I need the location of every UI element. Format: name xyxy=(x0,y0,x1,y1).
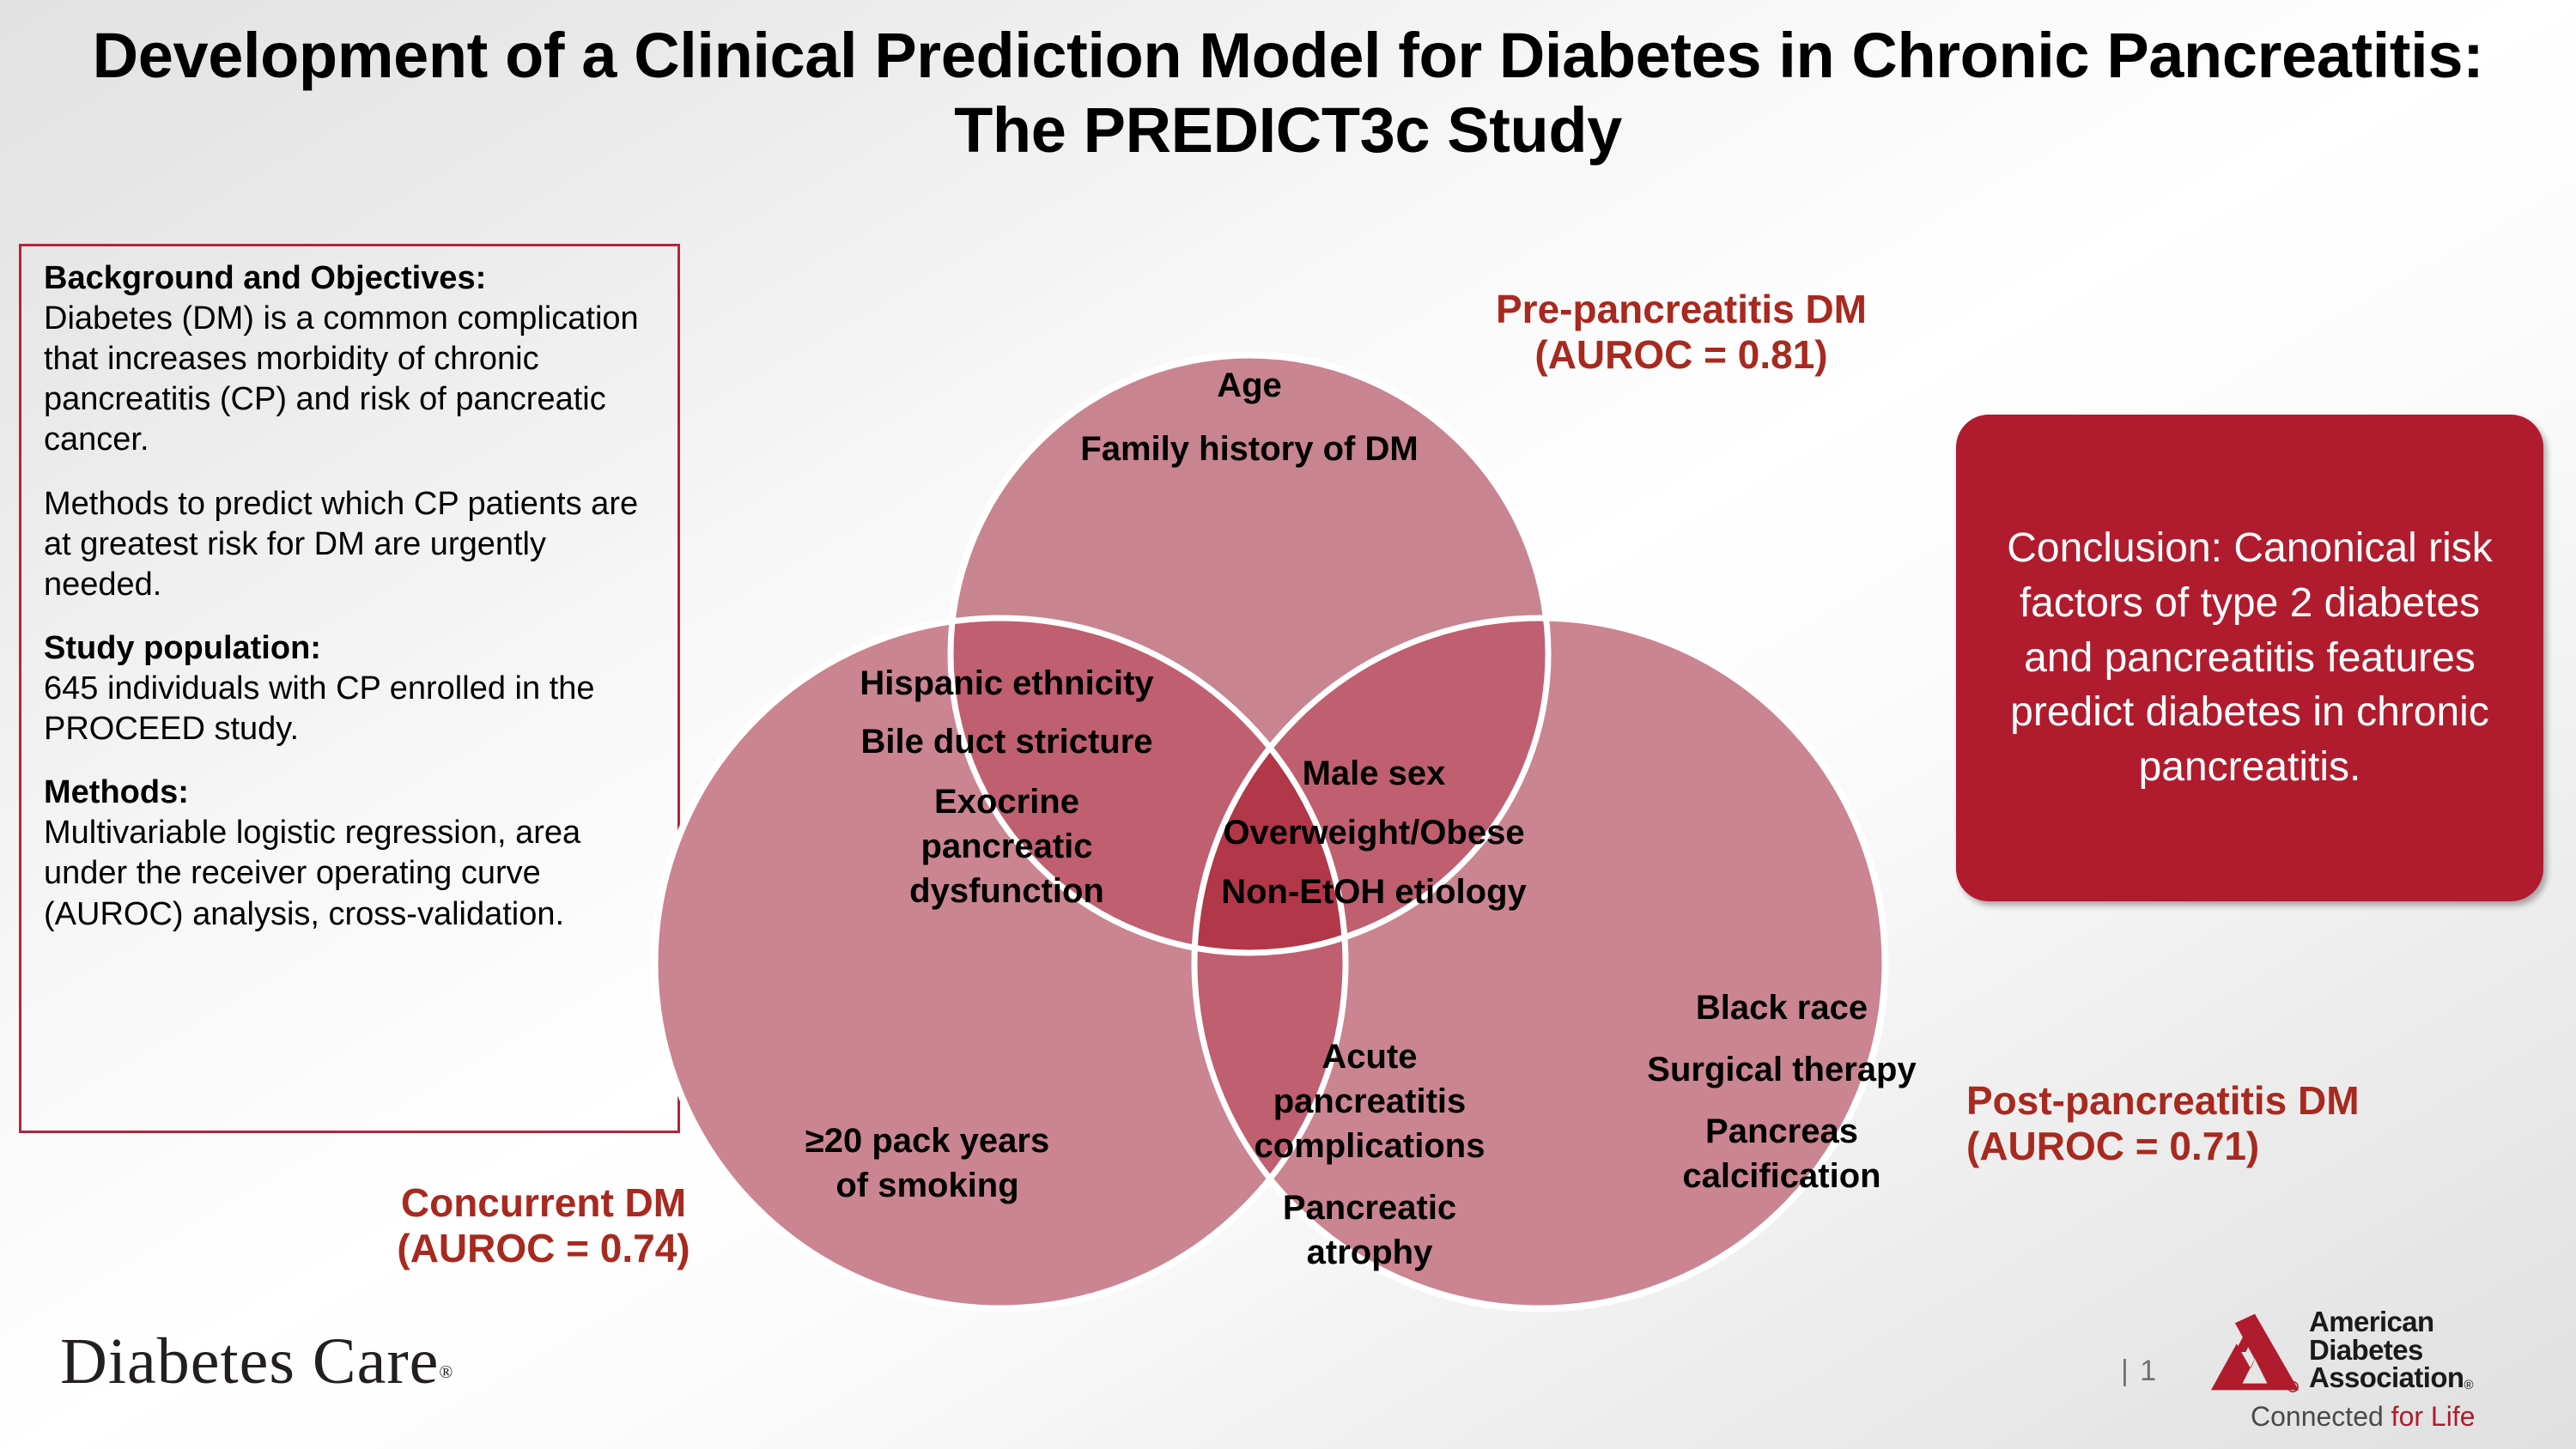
set-caption-pre-label: Pre-pancreatitis DM xyxy=(1495,287,1867,331)
page-number: | 1 xyxy=(2121,1355,2159,1387)
set-caption-post-auroc: (AUROC = 0.71) xyxy=(1966,1124,2260,1169)
summary-panel: Background and Objectives: Diabetes (DM)… xyxy=(19,244,680,1133)
conc-only-line-2: of smoking xyxy=(835,1167,1019,1204)
post-only-line-3: Pancreas xyxy=(1705,1113,1858,1150)
population-body: 645 individuals with CP enrolled in the … xyxy=(44,670,595,748)
set-caption-concurrent-label: Concurrent DM xyxy=(400,1180,687,1225)
page-title: Development of a Clinical Prediction Mod… xyxy=(92,20,2484,166)
region-label-triple-intersection: Male sex Overweight/Obese Non-EtOH etiol… xyxy=(1176,751,1571,914)
ada-line-diabetes: Diabetes xyxy=(2309,1333,2423,1366)
ada-logo: American Diabetes Association® Connected… xyxy=(2209,1306,2553,1437)
set-caption-concurrent: Concurrent DM (AUROC = 0.74) xyxy=(325,1180,762,1272)
pre-conc-line-2: Bile duct stricture xyxy=(860,723,1153,761)
journal-name: Diabetes Care xyxy=(60,1325,440,1397)
set-caption-post-label: Post-pancreatitis DM xyxy=(1966,1078,2360,1123)
post-only-line-2: Surgical therapy xyxy=(1647,1051,1917,1088)
ada-line-american: American xyxy=(2309,1306,2434,1337)
post-only-line-1: Black race xyxy=(1695,989,1868,1027)
ada-line-association: Association® xyxy=(2309,1361,2474,1394)
conc-post-line-5: atrophy xyxy=(1306,1234,1433,1271)
ada-tagline-plain: Connected xyxy=(2251,1401,2391,1432)
center-line-3: Non-EtOH etiology xyxy=(1221,873,1527,911)
ada-triangle-icon xyxy=(2210,1313,2300,1392)
spacer xyxy=(44,461,655,484)
pre-only-line-1: Age xyxy=(1217,367,1282,404)
background-body-2: Methods to predict which CP patients are… xyxy=(44,485,639,603)
background-heading: Background and Objectives: xyxy=(44,260,487,296)
methods-body: Multivariable logistic regression, area … xyxy=(44,815,581,932)
pre-only-line-2: Family history of DM xyxy=(1080,430,1419,468)
post-only-line-4: calcification xyxy=(1682,1157,1881,1195)
conc-post-line-2: pancreatitis xyxy=(1273,1082,1467,1120)
set-caption-pre: Pre-pancreatitis DM (AUROC = 0.81) xyxy=(1398,287,1965,379)
diabetes-care-logo: Diabetes Care® xyxy=(60,1325,453,1399)
conclusion-box: Conclusion: Canonical risk factors of ty… xyxy=(1956,415,2543,901)
pre-conc-line-5: dysfunction xyxy=(909,872,1104,910)
ada-tagline: Connected for Life xyxy=(2251,1401,2476,1433)
region-label-concurrent-only: ≥20 pack years of smoking xyxy=(747,1119,1108,1208)
registered-trademark-icon: ® xyxy=(2464,1378,2473,1393)
background-body: Diabetes (DM) is a common complication t… xyxy=(44,300,639,458)
population-heading: Study population: xyxy=(44,629,321,666)
spacer xyxy=(44,749,655,773)
region-label-concurrent-post: Acute pancreatitis complications Pancrea… xyxy=(1189,1034,1550,1275)
region-label-post-only: Black race Surgical therapy Pancreas cal… xyxy=(1593,985,1971,1198)
conclusion-text: Conclusion: Canonical risk factors of ty… xyxy=(2007,524,2493,791)
conc-post-line-3: complications xyxy=(1254,1127,1485,1165)
methods-heading: Methods: xyxy=(44,774,189,811)
ada-wordmark: American Diabetes Association® xyxy=(2309,1306,2474,1394)
region-label-pre-concurrent: Hispanic ethnicity Bile duct stricture E… xyxy=(820,661,1194,913)
set-caption-concurrent-auroc: (AUROC = 0.74) xyxy=(397,1226,690,1271)
spacer xyxy=(44,605,655,628)
pre-conc-line-3: Exocrine xyxy=(934,783,1079,821)
ada-tagline-accent: for Life xyxy=(2391,1401,2476,1432)
pre-conc-line-4: pancreatic xyxy=(920,828,1093,865)
ada-association-text: Association xyxy=(2309,1361,2464,1394)
conc-post-line-4: Pancreatic xyxy=(1282,1189,1457,1227)
region-label-pre-only: Age Family history of DM xyxy=(1043,363,1455,471)
conc-only-line-1: ≥20 pack years xyxy=(805,1122,1050,1160)
registered-trademark-icon: ® xyxy=(439,1361,453,1382)
pre-conc-line-1: Hispanic ethnicity xyxy=(860,664,1154,702)
center-line-1: Male sex xyxy=(1302,755,1446,792)
set-caption-pre-auroc: (AUROC = 0.81) xyxy=(1534,332,1828,378)
conc-post-line-1: Acute xyxy=(1321,1038,1418,1076)
center-line-2: Overweight/Obese xyxy=(1223,814,1525,852)
set-caption-post: Post-pancreatitis DM (AUROC = 0.71) xyxy=(1966,1078,2499,1170)
